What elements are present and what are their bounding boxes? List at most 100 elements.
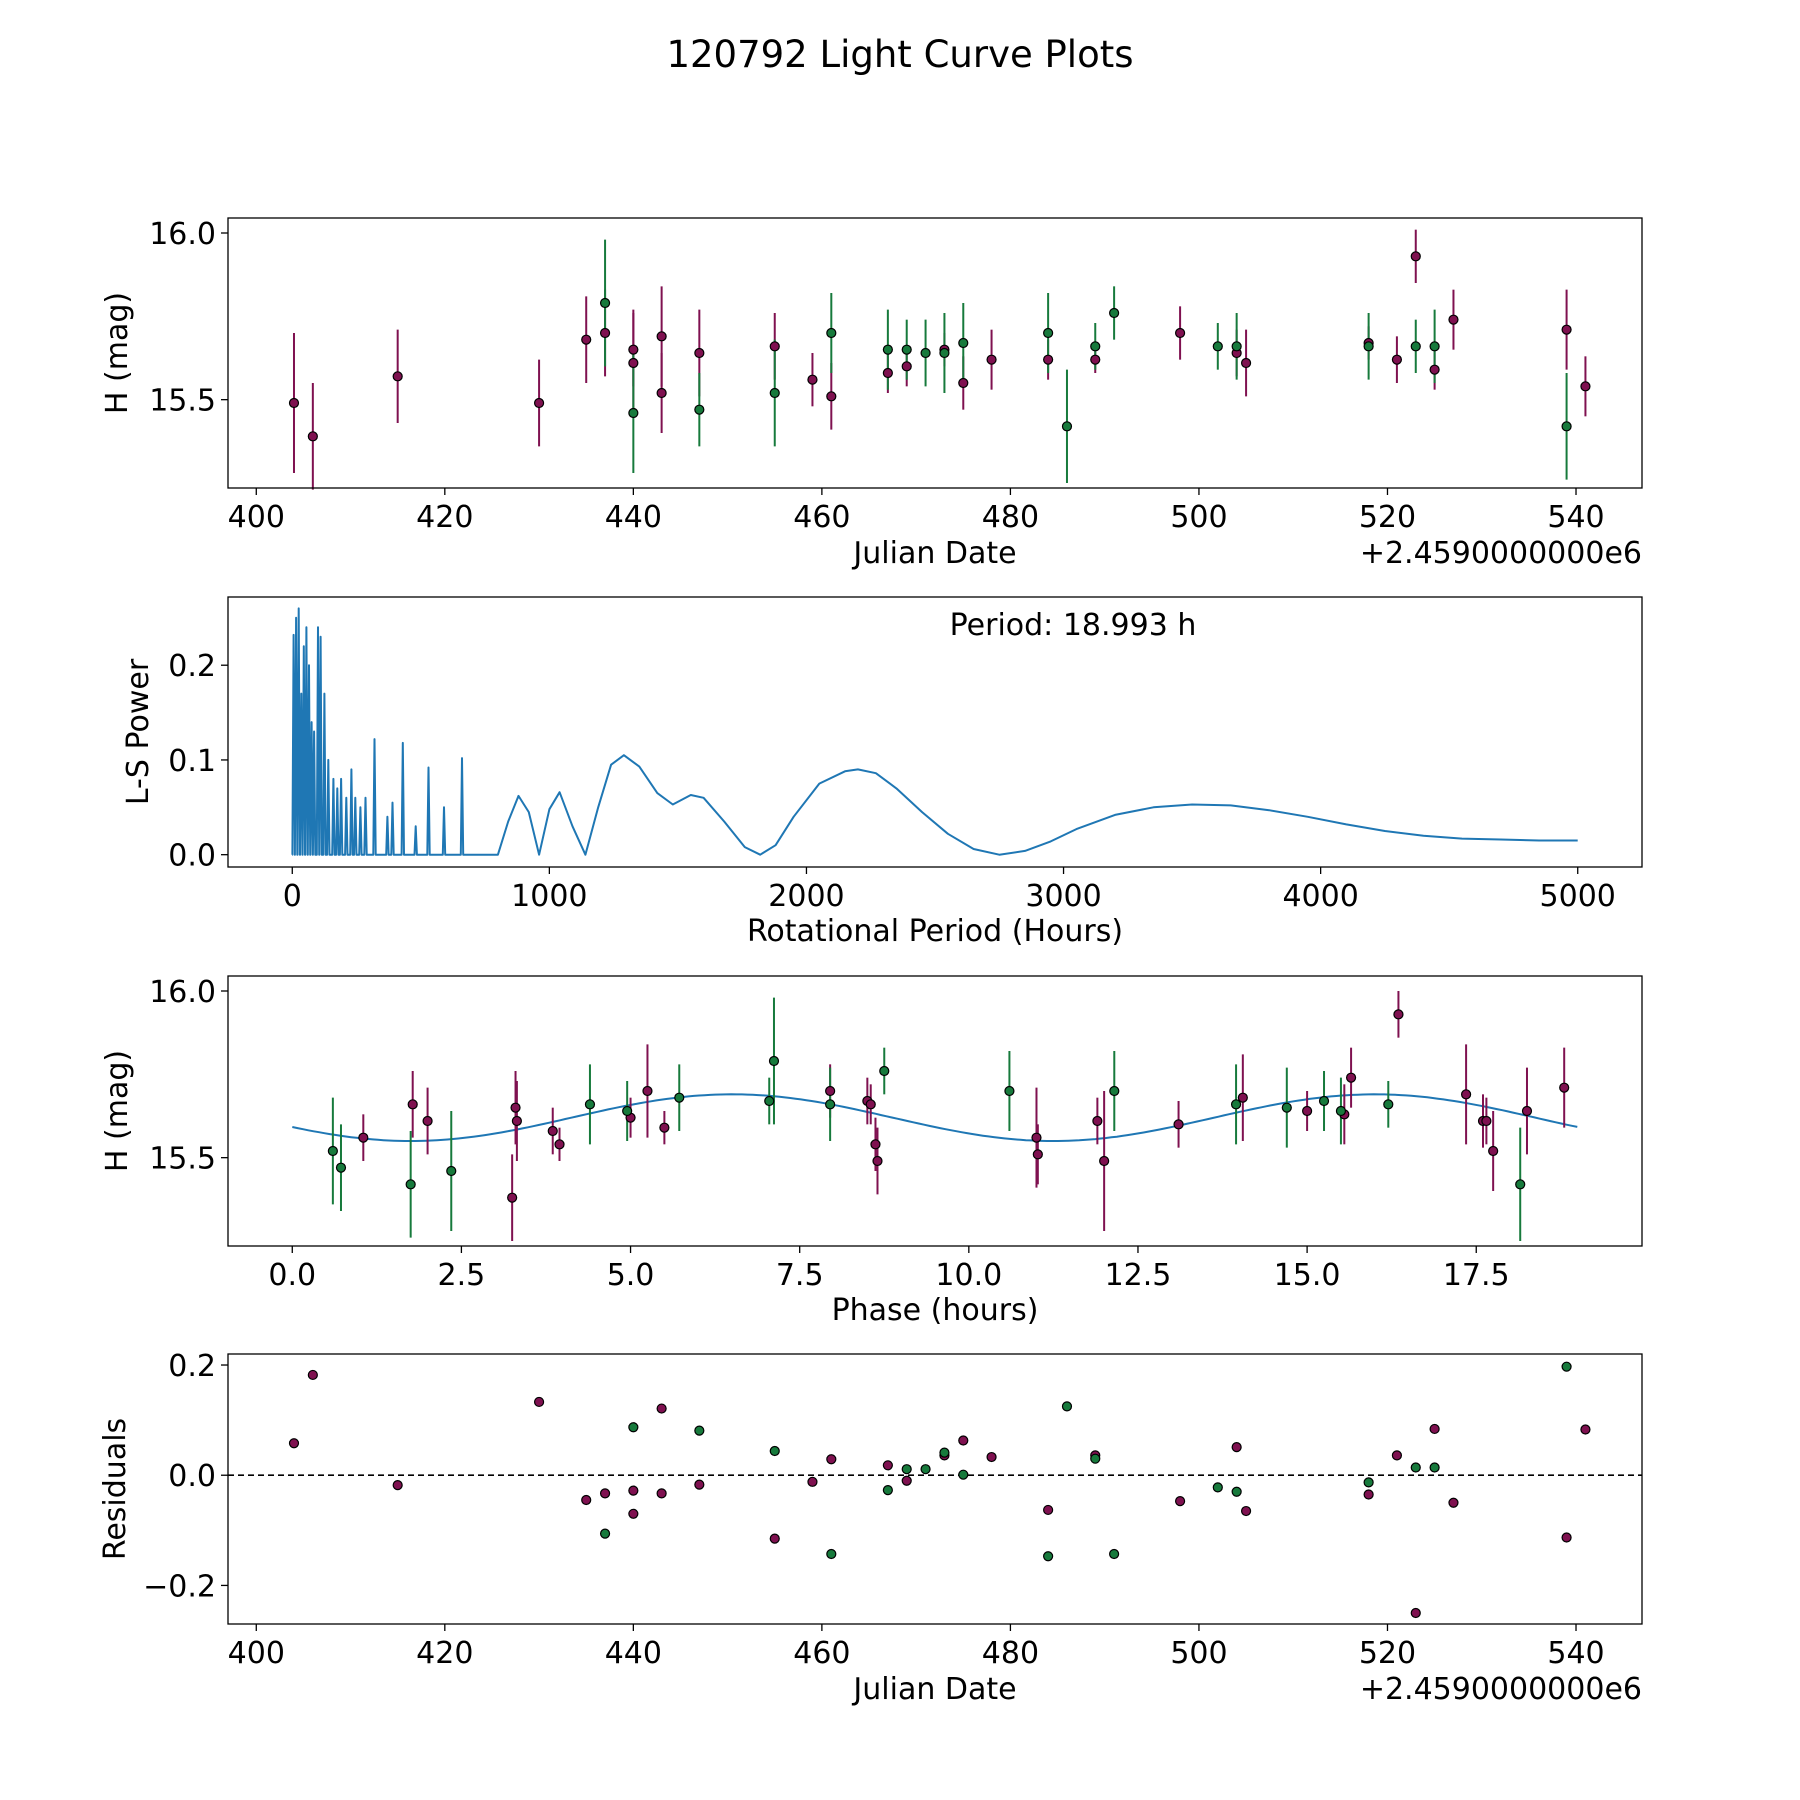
light-curve-ytick-label: 16.0: [149, 217, 216, 252]
residuals-green-point: [1363, 1477, 1374, 1488]
residuals-xtick-label: 520: [1359, 1636, 1416, 1671]
phased-curve-green-point: [1335, 1105, 1347, 1117]
light-curve-green-point: [901, 344, 912, 355]
residuals-red-point: [656, 1488, 667, 1499]
residuals-red-point: [882, 1460, 893, 1471]
phased-curve-green-point: [405, 1179, 416, 1190]
light-curve-xtick-label: 540: [1547, 500, 1604, 535]
light-curve-red-point: [826, 391, 837, 402]
residuals-red-point: [307, 1369, 318, 1381]
light-curve-red-point: [533, 397, 545, 409]
residuals-green-point: [1231, 1486, 1242, 1497]
residuals-red-point: [986, 1451, 997, 1463]
residuals-xtick-label: 500: [1170, 1636, 1227, 1671]
residuals-red-point: [628, 1485, 639, 1496]
light-curve-red-point: [986, 354, 997, 365]
light-curve-green-point: [920, 347, 931, 359]
light-curve-green-point: [1363, 341, 1374, 352]
phased-curve-green-point: [1004, 1085, 1015, 1097]
residuals-red-point: [1429, 1423, 1440, 1435]
phased-curve-ytick-label: 15.5: [149, 1142, 216, 1177]
phased-curve-xtick-label: 2.5: [438, 1258, 486, 1293]
phased-curve-red-point: [1032, 1149, 1043, 1160]
phased-curve-panel: 0.0 2.5 5.0 7.5 10.0 12.5 15.0 17.5 15.5 16.0 Pha…: [100, 975, 1643, 1328]
residuals-green-point: [694, 1425, 705, 1436]
light-curve-red-point: [1391, 354, 1403, 365]
residuals-axes-frame: [227, 1353, 1643, 1625]
residuals-green-point: [599, 1528, 611, 1539]
residuals-xtick-label: 400: [228, 1636, 285, 1671]
light-curve-green-point: [1429, 341, 1440, 352]
residuals-red-point: [1410, 1607, 1421, 1619]
periodogram-xtick-label: 1000: [511, 879, 587, 914]
light-curve-xtick-label: 440: [605, 500, 662, 535]
residuals-green-point: [769, 1445, 780, 1457]
phased-curve-red-point: [507, 1192, 518, 1203]
residuals-red-point: [1174, 1496, 1186, 1507]
phased-curve-red-point: [1393, 1009, 1404, 1020]
light-curve-green-point: [1109, 307, 1120, 319]
light-curve-xtick-label: 480: [982, 500, 1039, 535]
residuals-green-point: [882, 1485, 893, 1496]
periodogram-series-line: [291, 607, 1578, 856]
residuals-green-point: [939, 1447, 950, 1458]
residuals-red-point: [581, 1494, 592, 1506]
periodogram-xlabel: Rotational Period (Hours): [747, 914, 1123, 949]
light-curve-green-point: [939, 347, 950, 359]
light-curve-green-point: [826, 327, 837, 339]
light-curve-red-point: [769, 341, 780, 352]
light-curve-red-point: [599, 327, 611, 339]
residuals-xtick-label: 480: [982, 1636, 1039, 1671]
residuals-red-point: [1391, 1450, 1403, 1461]
phased-curve-green-point: [327, 1145, 338, 1157]
residuals-red-point: [826, 1454, 837, 1465]
phased-curve-red-point: [510, 1102, 521, 1113]
light-curve-green-point: [1061, 421, 1073, 432]
residuals-ytick-label: 0.2: [168, 1349, 216, 1384]
residuals-red-point: [1231, 1442, 1242, 1453]
phased-curve-red-point: [1460, 1089, 1472, 1100]
residuals-panel: 400 420 440 460 480 500 520 540 −0.2 0.0 0.2 Julia…: [98, 1349, 1643, 1707]
residuals-red-point: [1580, 1424, 1591, 1435]
periodogram-panel: 0 1000 2000 3000 4000 5000 0.0 0.1 0.2 Period: 1…: [121, 596, 1643, 949]
phased-curve-green-point: [1515, 1179, 1526, 1190]
phased-curve-green-point: [1281, 1102, 1292, 1113]
light-curve-red-point: [656, 331, 667, 342]
residuals-green-point: [920, 1464, 931, 1475]
residuals-red-point: [533, 1396, 545, 1408]
phased-curve-red-point: [642, 1085, 653, 1097]
periodogram-ytick-label: 0.2: [168, 649, 216, 684]
light-curve-xtick-label: 520: [1359, 500, 1416, 535]
residuals-green-point: [1212, 1482, 1223, 1493]
periodogram-ytick-label: 0.0: [168, 839, 216, 874]
phased-curve-red-point: [825, 1085, 836, 1097]
residuals-red-point: [628, 1508, 639, 1519]
period-annotation: Period: 18.993 h: [950, 608, 1197, 643]
light-curve-ylabel: H (mag): [100, 292, 135, 414]
light-curve-ytick-label: 15.5: [149, 384, 216, 419]
residuals-green-point: [901, 1464, 912, 1475]
residuals-green-point: [1429, 1462, 1440, 1473]
residuals-green-point: [1061, 1401, 1073, 1412]
light-curve-red-point: [581, 334, 592, 345]
phased-fit-curve: [292, 1093, 1578, 1142]
periodogram-axes-frame: [227, 596, 1643, 868]
residuals-red-point: [694, 1479, 705, 1490]
light-curve-red-point: [1174, 327, 1186, 339]
light-curve-xtick-label: 420: [416, 500, 473, 535]
residuals-green-point: [1561, 1361, 1572, 1372]
phased-curve-red-point: [1481, 1115, 1492, 1127]
phased-curve-xtick-label: 15.0: [1274, 1258, 1341, 1293]
phased-curve-red-point: [1237, 1092, 1248, 1103]
light-curve-xtick-label: 500: [1170, 500, 1227, 535]
light-curve-red-point: [307, 431, 318, 442]
light-curve-green-point: [882, 344, 893, 355]
phased-curve-xtick-label: 7.5: [776, 1258, 824, 1293]
phased-curve-xlabel: Phase (hours): [832, 1293, 1039, 1328]
residuals-xtick-label: 440: [605, 1636, 662, 1671]
phased-curve-green-point: [1109, 1085, 1120, 1097]
light-curve-green-point: [1090, 341, 1101, 352]
residuals-xtick-label: 420: [416, 1636, 473, 1671]
phased-curve-axes-frame: [227, 975, 1643, 1247]
residuals-ytick-label: −0.2: [143, 1569, 216, 1604]
